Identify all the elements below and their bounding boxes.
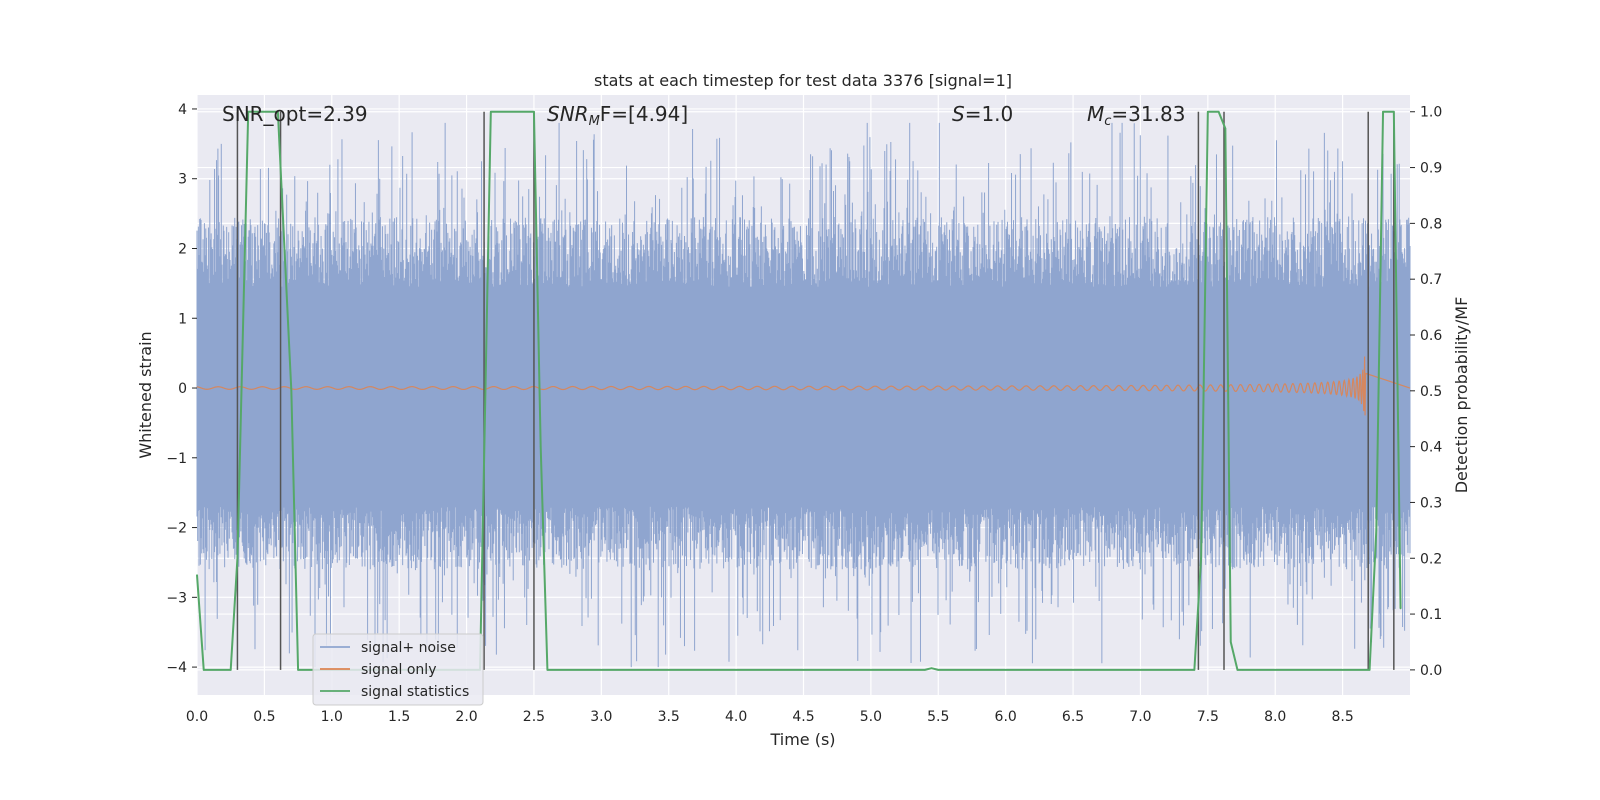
signal-only-series [196, 356, 1411, 416]
x-tick-label: 0.5 [253, 709, 275, 725]
y-axis-label-right: Detection probability/MF [1452, 297, 1471, 494]
signal-statistics-point [1399, 607, 1402, 610]
signal-statistics-point [1236, 669, 1239, 671]
legend-label-signal-noise: signal+ noise [361, 640, 456, 656]
signal-statistics-point [1368, 669, 1371, 671]
y-tick-label-right: 0.6 [1420, 328, 1442, 344]
signal-statistics-point [290, 390, 293, 392]
y-tick-label-left: −1 [166, 451, 187, 467]
signal-statistics-point [533, 110, 535, 113]
x-tick-label: 6.0 [995, 709, 1017, 725]
signal-statistics-point [930, 667, 933, 670]
annotation-mc-subscript: c [1104, 114, 1111, 129]
annotation-snr-mf-value: F=[4.94] [600, 102, 688, 126]
y-tick-label-left: −4 [166, 660, 187, 676]
y-tick-label-right: 0.7 [1420, 272, 1442, 288]
signal-statistics-point [546, 669, 549, 671]
y-tick-label-left: 0 [178, 381, 187, 397]
x-tick-label: 4.0 [725, 709, 747, 725]
signal-statistics-point [247, 110, 250, 113]
legend-label-signal-only: signal only [361, 662, 436, 678]
signal-statistics-point [539, 445, 542, 448]
y-tick-label-left: 1 [178, 311, 187, 327]
signal-statistics-point [297, 669, 299, 671]
x-tick-label: 1.5 [388, 709, 410, 725]
y-tick-label-left: 3 [178, 172, 187, 188]
y-tick-label-left: −3 [166, 590, 187, 606]
annotation-snr-mf-label: SNR [547, 102, 589, 126]
signal-statistics-point [277, 110, 279, 113]
x-tick-label: 6.5 [1062, 709, 1084, 725]
signal-statistics-point [196, 574, 198, 576]
y-tick-label-right: 0.8 [1420, 216, 1442, 232]
annotation-mc: Mc=31.83 [1087, 102, 1185, 129]
chart-title: stats at each timestep for test data 337… [594, 71, 1012, 90]
y-tick-label-right: 0.5 [1420, 384, 1442, 400]
signal-statistics-point [1393, 110, 1395, 113]
x-tick-label: 8.5 [1331, 709, 1353, 725]
signal-statistics-point [490, 110, 492, 113]
x-tick-label: 5.5 [927, 709, 949, 725]
annotation-snr-mf-subscript: M [589, 114, 600, 129]
x-tick-label: 4.5 [792, 709, 814, 725]
signal-statistics-point [1207, 110, 1209, 113]
x-tick-label: 2.5 [523, 709, 545, 725]
signal-statistics-point [1193, 669, 1196, 671]
annotation-mc-value: =31.83 [1111, 102, 1185, 126]
y-tick-label-right: 0.9 [1420, 161, 1442, 177]
signal-statistics-point [1200, 557, 1202, 560]
signal-statistics-point [1224, 127, 1227, 130]
x-tick-label: 7.5 [1197, 709, 1219, 725]
x-tick-label: 3.5 [658, 709, 680, 725]
signal-statistics-point [1375, 529, 1378, 532]
x-axis-label: Time (s) [769, 730, 835, 749]
x-tick-label: 0.0 [186, 709, 208, 725]
legend-box [312, 633, 484, 706]
annotation-s: S=1.0 [952, 102, 1013, 126]
y-tick-label-left: −2 [166, 521, 187, 537]
annotation-snr-mf: SNRMF=[4.94] [547, 102, 688, 129]
y-tick-label-right: 1.0 [1420, 105, 1442, 121]
vertical-marker-lines [236, 111, 1395, 670]
signal-statistics-point [229, 669, 232, 671]
annotation-s-value: =1.0 [965, 102, 1014, 126]
y-tick-label-right: 0.0 [1420, 663, 1442, 679]
axis-ticks: 0.0 0.5 1.0 1.5 2.0 2.5 3.0 3.5 4.0 4.5 5.0 5.5 6.0 6… [166, 102, 1442, 725]
y-tick-label-right: 0.3 [1420, 495, 1442, 511]
signal-statistics-point [1242, 669, 1244, 671]
y-tick-label-right: 0.4 [1420, 440, 1442, 456]
signal-statistics-point [236, 557, 239, 560]
signal-noise-series [196, 122, 1411, 668]
signal-statistics-point [924, 669, 926, 671]
noise-waveform [196, 122, 1411, 668]
legend: signal+ noise signal only signal statist… [312, 633, 484, 706]
x-tick-label: 2.0 [455, 709, 477, 725]
signal-statistics-point [202, 669, 205, 671]
signal-statistics-point [1382, 110, 1384, 113]
legend-label-signal-statistics: signal statistics [361, 684, 469, 700]
annotation-mc-label: M [1087, 102, 1104, 126]
y-tick-label-left: 2 [178, 241, 187, 257]
y-axis-label-left: Whitened strain [136, 331, 155, 458]
signal-statistics-point [1217, 110, 1220, 113]
x-tick-label: 1.0 [321, 709, 343, 725]
y-tick-label-right: 0.1 [1420, 607, 1442, 623]
y-tick-label-left: 4 [178, 102, 187, 118]
signal-statistics-point [937, 669, 940, 671]
annotation-s-label: S [952, 102, 965, 126]
x-tick-label: 5.0 [860, 709, 882, 725]
x-tick-label: 7.0 [1129, 709, 1151, 725]
y-tick-label-right: 0.2 [1420, 551, 1442, 567]
x-tick-label: 3.0 [590, 709, 612, 725]
signal-only-line [196, 356, 1411, 416]
x-tick-label: 8.0 [1264, 709, 1286, 725]
signal-statistics-point [1229, 641, 1232, 643]
annotation-snr-opt: SNR_opt=2.39 [222, 102, 368, 126]
